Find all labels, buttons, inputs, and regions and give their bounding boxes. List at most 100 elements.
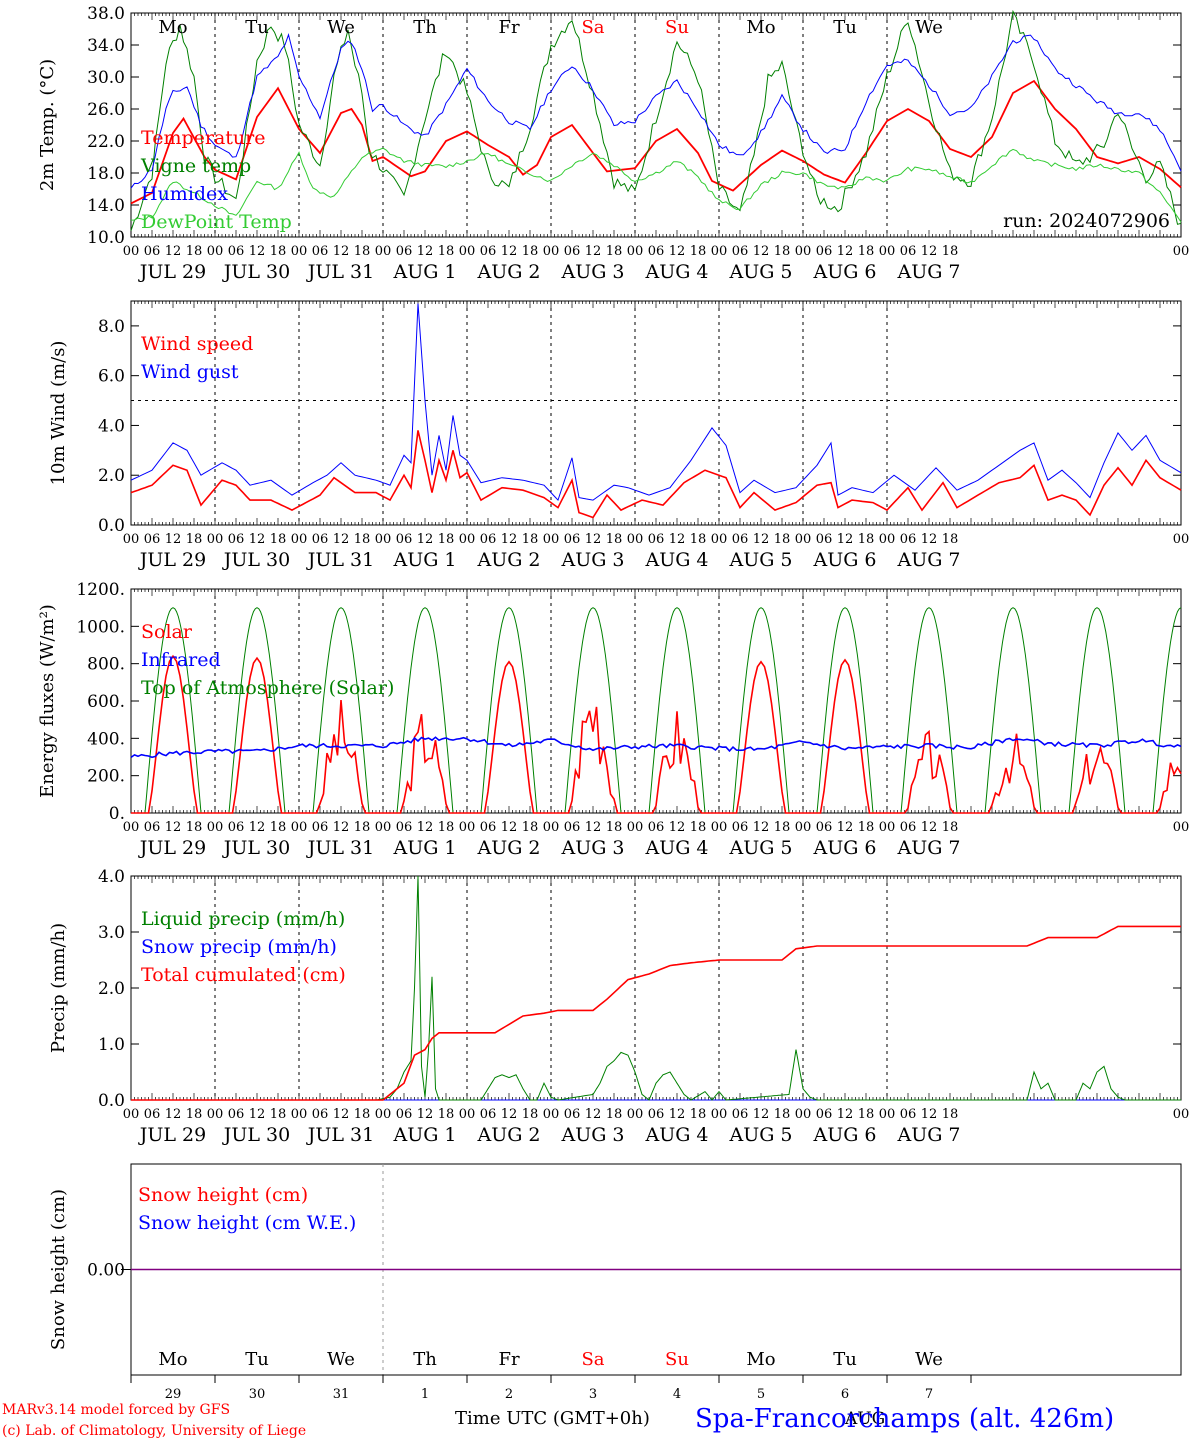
hour-tick-label: 00 [375, 1107, 392, 1122]
weekday-label: Fr [498, 1349, 519, 1370]
y-axis-label: 10m Wind (m/s) [48, 341, 69, 486]
date-label: AUG 3 [560, 837, 624, 859]
y-tick-label: 1000. [76, 617, 125, 637]
legend-entry: Snow height (cm W.E.) [138, 1212, 356, 1234]
y-tick-label: 600. [87, 692, 125, 712]
hour-tick-label: 00 [123, 532, 140, 547]
day-number-label: 29 [165, 1387, 182, 1402]
hour-tick-label: 12 [501, 820, 518, 835]
hour-tick-label: 12 [333, 820, 350, 835]
hour-tick-label: 12 [333, 532, 350, 547]
hour-tick-label: 00 [123, 820, 140, 835]
hour-tick-label: 12 [837, 244, 854, 259]
date-label: AUG 2 [476, 549, 540, 571]
hour-tick-label: 18 [942, 820, 959, 835]
hour-tick-label: 00 [543, 1107, 560, 1122]
hour-tick-label: 06 [816, 532, 833, 547]
hour-tick-label: 06 [648, 532, 665, 547]
weekday-label: We [915, 17, 943, 38]
hour-tick-label: 06 [816, 244, 833, 259]
y-axis-label: Precip (mm/h) [48, 923, 69, 1053]
hour-tick-label: 12 [753, 244, 770, 259]
hour-tick-label: 18 [690, 820, 707, 835]
y-tick-label: 14.0 [87, 196, 125, 216]
series-line-wind-gust [130, 303, 1182, 502]
hour-tick-label: 18 [942, 244, 959, 259]
hour-tick-label: 18 [522, 820, 539, 835]
legend-entry: Wind speed [141, 333, 253, 355]
hour-tick-label: 06 [228, 820, 245, 835]
hour-tick-label: 06 [900, 820, 917, 835]
series-line-wind-speed [130, 430, 1182, 519]
day-number-label: 31 [333, 1387, 350, 1402]
date-label: JUL 30 [222, 1124, 290, 1146]
weekday-label: Tu [245, 17, 269, 38]
hour-tick-label: 18 [858, 1107, 875, 1122]
hour-tick-label: 12 [921, 1107, 938, 1122]
hour-tick-label: 18 [774, 244, 791, 259]
hour-tick-label: 12 [249, 1107, 266, 1122]
series-line-solar [131, 654, 1182, 814]
hour-tick-label: 00 [795, 820, 812, 835]
date-label: JUL 30 [222, 549, 290, 571]
hour-tick-label: 18 [858, 820, 875, 835]
date-label: AUG 7 [896, 1124, 960, 1146]
hour-tick-label: 18 [186, 820, 203, 835]
hour-tick-label: 06 [480, 1107, 497, 1122]
weekday-label: Fr [498, 17, 519, 38]
weekday-label: Sa [581, 17, 604, 38]
hour-tick-label: 12 [753, 1107, 770, 1122]
date-label: AUG 1 [392, 261, 456, 283]
date-label: AUG 7 [896, 549, 960, 571]
hour-tick-label: 18 [774, 532, 791, 547]
hour-tick-label: 18 [354, 244, 371, 259]
weekday-label: Su [665, 1349, 689, 1370]
hour-tick-label: 00 [291, 244, 308, 259]
y-tick-label: 6.0 [98, 367, 125, 387]
date-label: AUG 7 [896, 837, 960, 859]
y-tick-label: 22.0 [87, 132, 125, 152]
date-label: AUG 5 [728, 261, 792, 283]
hour-tick-label: 06 [480, 244, 497, 259]
date-label: JUL 31 [306, 1124, 374, 1146]
hour-tick-label: 12 [333, 1107, 350, 1122]
hour-tick-label: 12 [249, 820, 266, 835]
hour-tick-label: 00 [711, 244, 728, 259]
hour-tick-label: 18 [438, 1107, 455, 1122]
hour-tick-label: 00 [879, 244, 896, 259]
hour-tick-label: 00 [1173, 532, 1190, 547]
hour-tick-label: 12 [585, 820, 602, 835]
hour-tick-label: 06 [396, 244, 413, 259]
hour-tick-label: 18 [522, 1107, 539, 1122]
hour-tick-label: 12 [921, 532, 938, 547]
date-label: JUL 31 [306, 837, 374, 859]
hour-tick-label: 18 [354, 1107, 371, 1122]
weekday-label: Sa [581, 1349, 604, 1370]
hour-tick-label: 00 [291, 820, 308, 835]
hour-tick-label: 06 [732, 532, 749, 547]
day-number-label: 7 [925, 1387, 933, 1402]
hour-tick-label: 12 [585, 244, 602, 259]
day-number-label: 4 [673, 1387, 681, 1402]
panel-frame-energy [130, 588, 1182, 814]
y-tick-label: 4.0 [98, 416, 125, 436]
date-label: AUG 4 [644, 837, 708, 859]
date-label: AUG 3 [560, 1124, 624, 1146]
date-label: AUG 1 [392, 1124, 456, 1146]
hour-tick-label: 06 [228, 244, 245, 259]
hour-tick-label: 06 [732, 1107, 749, 1122]
legend-entry: Humidex [141, 183, 228, 205]
hour-tick-label: 00 [207, 244, 224, 259]
y-tick-label: 3.0 [98, 923, 125, 943]
hour-tick-label: 12 [501, 532, 518, 547]
hour-tick-label: 12 [837, 1107, 854, 1122]
hour-tick-label: 06 [564, 532, 581, 547]
day-number-label: 1 [421, 1387, 429, 1402]
legend-entry: Top of Atmosphere (Solar) [141, 677, 394, 699]
y-tick-label: 400. [87, 729, 125, 749]
hour-tick-label: 12 [249, 244, 266, 259]
weekday-label: Mo [158, 1349, 187, 1370]
y-tick-label: 1.0 [98, 1035, 125, 1055]
hour-tick-label: 12 [921, 244, 938, 259]
date-label: AUG 4 [644, 1124, 708, 1146]
